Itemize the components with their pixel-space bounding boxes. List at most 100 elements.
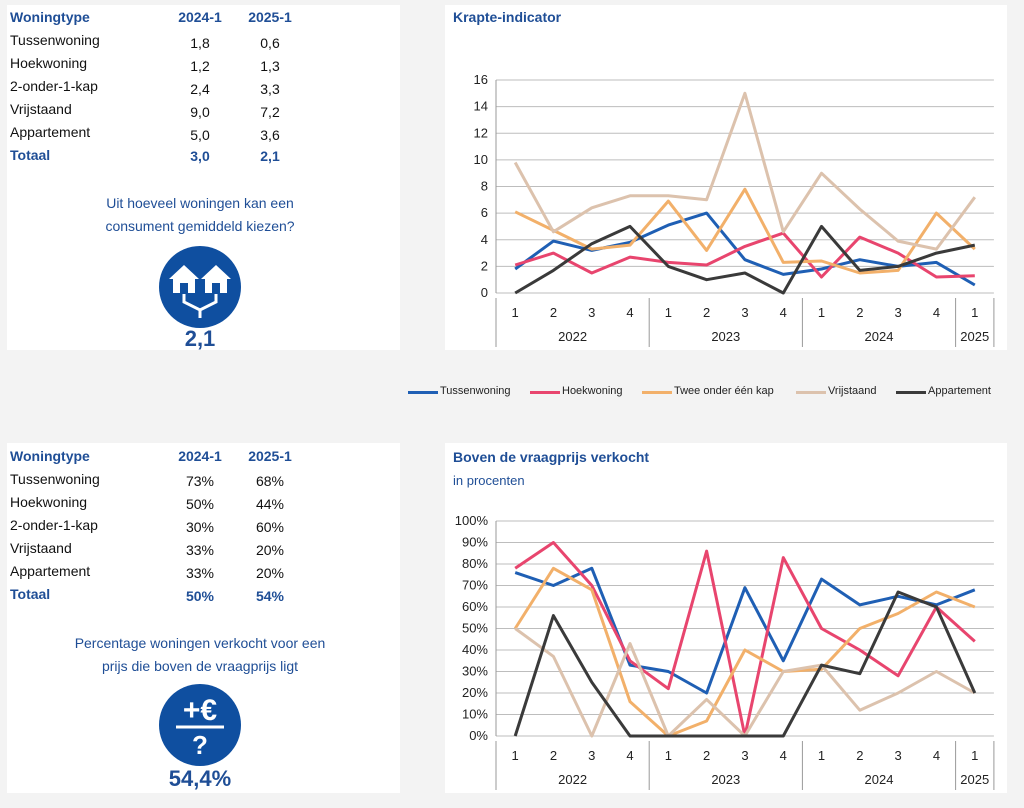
table-cell-type: Hoekwoning xyxy=(10,494,88,510)
x-tick-label: 1 xyxy=(818,305,825,320)
table-cell-2024: 2,4 xyxy=(190,81,210,97)
table-header-2025: 2025-1 xyxy=(248,448,292,464)
table-cell-2025: 0,6 xyxy=(260,35,280,51)
x-tick-label: 4 xyxy=(933,748,940,763)
question-line: Uit hoeveel woningen kan een xyxy=(106,195,294,211)
table-header-type: Woningtype xyxy=(10,448,90,464)
table-row: 2-onder-1-kap 30% 60% xyxy=(10,517,310,539)
series-line-twee-onder-een-kap xyxy=(513,566,976,738)
x-tick-label: 4 xyxy=(626,305,633,320)
table-total-row: Totaal 50% 54% xyxy=(10,586,310,608)
table-total-label: Totaal xyxy=(10,586,51,602)
x-tick-label: 1 xyxy=(512,305,519,320)
table-row: Appartement 5,0 3,6 xyxy=(10,124,310,146)
table-cell-2025: 3,6 xyxy=(260,127,280,143)
legend-swatch xyxy=(408,391,438,394)
y-tick-label: 20% xyxy=(462,685,488,700)
table-cell-2025: 44% xyxy=(255,496,285,512)
table-cell-2025: 3,3 xyxy=(260,81,280,97)
x-tick-label: 3 xyxy=(895,305,902,320)
series-line-hoekwoning xyxy=(514,231,975,279)
y-tick-label: 6 xyxy=(481,205,488,220)
legend-label: Hoekwoning xyxy=(562,385,623,397)
series-line-tussenwoning xyxy=(514,566,976,695)
x-tick-label: 2 xyxy=(856,305,863,320)
y-tick-label: 70% xyxy=(462,578,488,593)
table-cell-2024: 30% xyxy=(185,519,215,535)
table-cell-type: 2-onder-1-kap xyxy=(10,78,98,94)
table-cell-2025: 68% xyxy=(255,473,285,489)
table-total-label: Totaal xyxy=(10,147,51,163)
table-cell-type: Vrijstaand xyxy=(10,540,72,556)
y-tick-label: 16 xyxy=(474,72,488,87)
series-line-appartement xyxy=(513,590,977,738)
table-cell-2025: 7,2 xyxy=(260,104,280,120)
legend-swatch xyxy=(896,391,926,394)
y-tick-label: 0 xyxy=(481,285,488,300)
table-header-row: Woningtype 2024-1 2025-1 xyxy=(10,448,310,470)
x-tick-label: 2 xyxy=(856,748,863,763)
y-tick-label: 4 xyxy=(481,232,488,247)
table-cell-type: Appartement xyxy=(10,124,91,140)
year-label: 2024 xyxy=(865,772,894,787)
question-line: prijs die boven de vraagprijs ligt xyxy=(101,658,299,674)
legend-label: Vrijstaand xyxy=(828,385,877,397)
y-tick-label: 80% xyxy=(462,556,488,571)
svg-text:+€: +€ xyxy=(183,694,218,727)
y-tick-label: 12 xyxy=(474,125,488,140)
table-cell-type: Hoekwoning xyxy=(10,55,88,71)
krapte-question: Uit hoeveel woningen kan een consument g… xyxy=(50,192,350,238)
table-header-2024: 2024-1 xyxy=(178,9,222,25)
table-row: Tussenwoning 73% 68% xyxy=(10,471,310,493)
table-row: Vrijstaand 9,0 7,2 xyxy=(10,101,310,123)
legend-swatch xyxy=(530,391,560,394)
legend-swatch xyxy=(642,391,672,394)
y-tick-label: 30% xyxy=(462,664,488,679)
x-tick-label: 1 xyxy=(665,305,672,320)
x-tick-label: 4 xyxy=(780,305,787,320)
svg-text:?: ? xyxy=(192,730,208,760)
chart-legend: Tussenwoning Hoekwoning Twee onder één k… xyxy=(408,384,1008,400)
year-label: 2023 xyxy=(711,772,740,787)
year-label: 2022 xyxy=(558,772,587,787)
y-tick-label: 10% xyxy=(462,707,488,722)
y-tick-label: 14 xyxy=(474,99,488,114)
x-tick-label: 3 xyxy=(741,748,748,763)
year-label: 2024 xyxy=(865,329,894,344)
table-cell-type: Vrijstaand xyxy=(10,101,72,117)
table-cell-2024: 1,8 xyxy=(190,35,210,51)
series-line-twee-onder-een-kap xyxy=(514,187,976,275)
y-tick-label: 60% xyxy=(462,599,488,614)
x-tick-label: 2 xyxy=(550,305,557,320)
vraagprijs-question: Percentage woningen verkocht voor een pr… xyxy=(50,632,350,678)
chart2-title: Boven de vraagprijs verkocht xyxy=(453,449,650,465)
x-tick-label: 1 xyxy=(818,748,825,763)
x-tick-label: 2 xyxy=(550,748,557,763)
krapte-big-value: 2,1 xyxy=(184,326,216,351)
table-cell-2024: 50% xyxy=(185,496,215,512)
table-total-2024: 3,0 xyxy=(190,148,210,164)
table-cell-type: Tussenwoning xyxy=(10,471,100,487)
year-label: 2025 xyxy=(960,772,989,787)
y-tick-label: 8 xyxy=(481,179,488,194)
series-line-vrijstaand xyxy=(514,627,976,738)
table-row: Vrijstaand 33% 20% xyxy=(10,540,310,562)
chart1-title: Krapte-indicator xyxy=(453,9,562,25)
x-tick-label: 1 xyxy=(665,748,672,763)
legend-label: Twee onder één kap xyxy=(674,385,774,397)
x-tick-label: 3 xyxy=(588,305,595,320)
table-cell-2024: 5,0 xyxy=(190,127,210,143)
table-total-2024: 50% xyxy=(185,588,215,604)
table-cell-2025: 1,3 xyxy=(260,58,280,74)
table-cell-type: 2-onder-1-kap xyxy=(10,517,98,533)
table-row: Tussenwoning 1,8 0,6 xyxy=(10,32,310,54)
year-label: 2025 xyxy=(960,329,989,344)
table-row: Appartement 33% 20% xyxy=(10,563,310,585)
vraagprijs-chart: 0% 10% 20% 30% 40% 50% 60% 70% 80% 90% 100% 1 2 3 4 1 2 3… xyxy=(455,513,995,790)
year-label: 2022 xyxy=(558,329,587,344)
vraagprijs-big-value: 54,4% xyxy=(168,766,232,791)
series-line-vrijstaand xyxy=(513,91,977,251)
y-tick-label: 100% xyxy=(455,513,489,528)
table-cell-2024: 33% xyxy=(185,565,215,581)
